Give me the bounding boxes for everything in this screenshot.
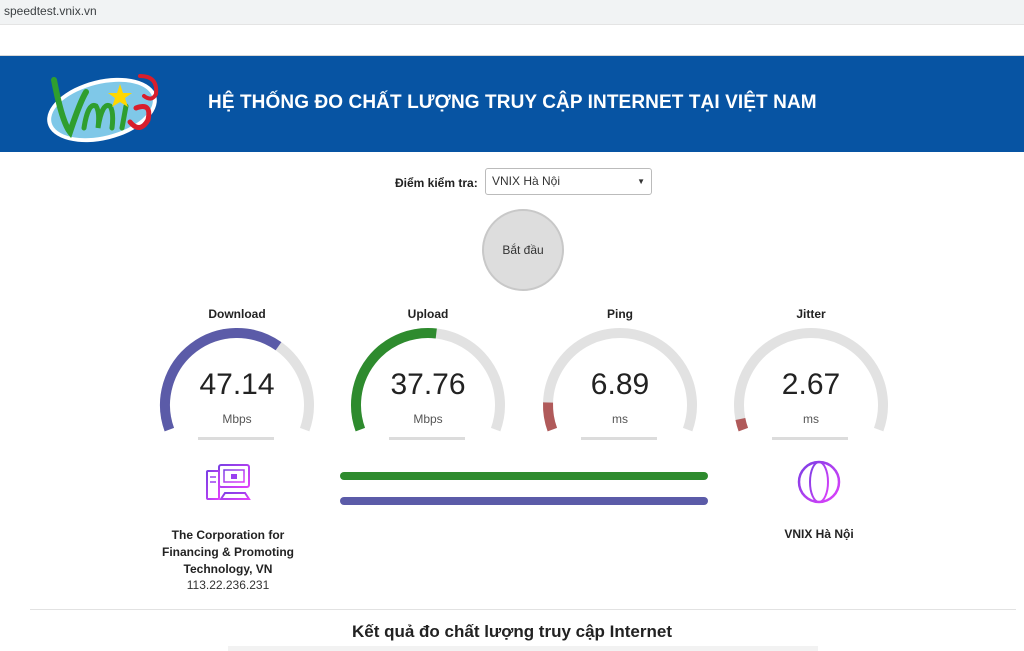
globe-icon — [797, 460, 841, 504]
gauge-arc — [734, 328, 888, 432]
gauge-underline — [389, 437, 465, 440]
client-ip-address: 113.22.236.231 — [186, 578, 270, 592]
gauge-download: Download 47.14 Mbps — [158, 306, 316, 446]
gauge-title: Ping — [607, 307, 633, 321]
client-isp-name: The Corporation for Financing & Promotin… — [162, 528, 294, 576]
gauge-track — [734, 328, 888, 432]
test-point-selected: VNIX Hà Nội — [492, 174, 561, 188]
test-point-select[interactable]: VNIX Hà Nội ▼ — [485, 168, 652, 195]
gauge-fill — [543, 402, 558, 432]
browser-address-bar[interactable]: speedtest.vnix.vn — [0, 0, 1024, 25]
start-button[interactable]: Bắt đầu — [482, 209, 564, 291]
gauge-fill — [735, 417, 749, 432]
upload-progress-bar — [340, 472, 708, 480]
server-name: VNIX Hà Nội — [784, 527, 854, 541]
gauge-underline — [581, 437, 657, 440]
gauge-title: Upload — [407, 307, 449, 321]
gauge-arc — [543, 328, 697, 432]
server-computer-icon — [206, 464, 251, 500]
gauge-title: Jitter — [796, 307, 826, 321]
download-progress-bar — [340, 497, 708, 505]
gauge-unit: Mbps — [222, 412, 252, 426]
browser-toolbar-area — [0, 25, 1024, 56]
gauge-jitter: Jitter 2.67 ms — [732, 306, 890, 446]
site-header: HỆ THỐNG ĐO CHẤT LƯỢNG TRUY CẬP INTERNET… — [0, 56, 1024, 152]
test-point-row: Điểm kiểm tra: VNIX Hà Nội ▼ — [0, 168, 1024, 198]
start-button-label: Bắt đầu — [502, 243, 544, 257]
section-divider — [30, 609, 1016, 610]
gauge-unit: ms — [803, 412, 819, 426]
gauge-underline — [772, 437, 848, 440]
vnix-logo[interactable] — [40, 62, 164, 148]
gauge-value: 2.67 — [781, 368, 841, 401]
url-text[interactable]: speedtest.vnix.vn — [4, 4, 97, 18]
gauge-value: 47.14 — [199, 368, 275, 401]
results-heading: Kết quả đo chất lượng truy cập Internet — [351, 622, 673, 641]
test-point-label: Điểm kiểm tra: — [395, 176, 478, 190]
gauge-arc — [351, 328, 505, 432]
gauge-upload: Upload 37.76 Mbps — [349, 306, 507, 446]
gauge-underline — [198, 437, 274, 440]
gauge-arc — [160, 328, 314, 432]
gauge-unit: Mbps — [413, 412, 443, 426]
gauge-ping: Ping 6.89 ms — [541, 306, 699, 446]
gauge-fill — [160, 328, 282, 432]
gauge-track — [543, 328, 697, 432]
gauge-value: 37.76 — [390, 368, 466, 401]
gauge-value: 6.89 — [590, 368, 650, 401]
page-title: HỆ THỐNG ĐO CHẤT LƯỢNG TRUY CẬP INTERNET… — [208, 92, 817, 113]
dropdown-arrow-icon: ▼ — [637, 177, 645, 186]
gauge-title: Download — [208, 307, 266, 321]
gauge-fill — [351, 328, 437, 432]
results-table-top — [228, 646, 818, 651]
gauge-unit: ms — [612, 412, 628, 426]
